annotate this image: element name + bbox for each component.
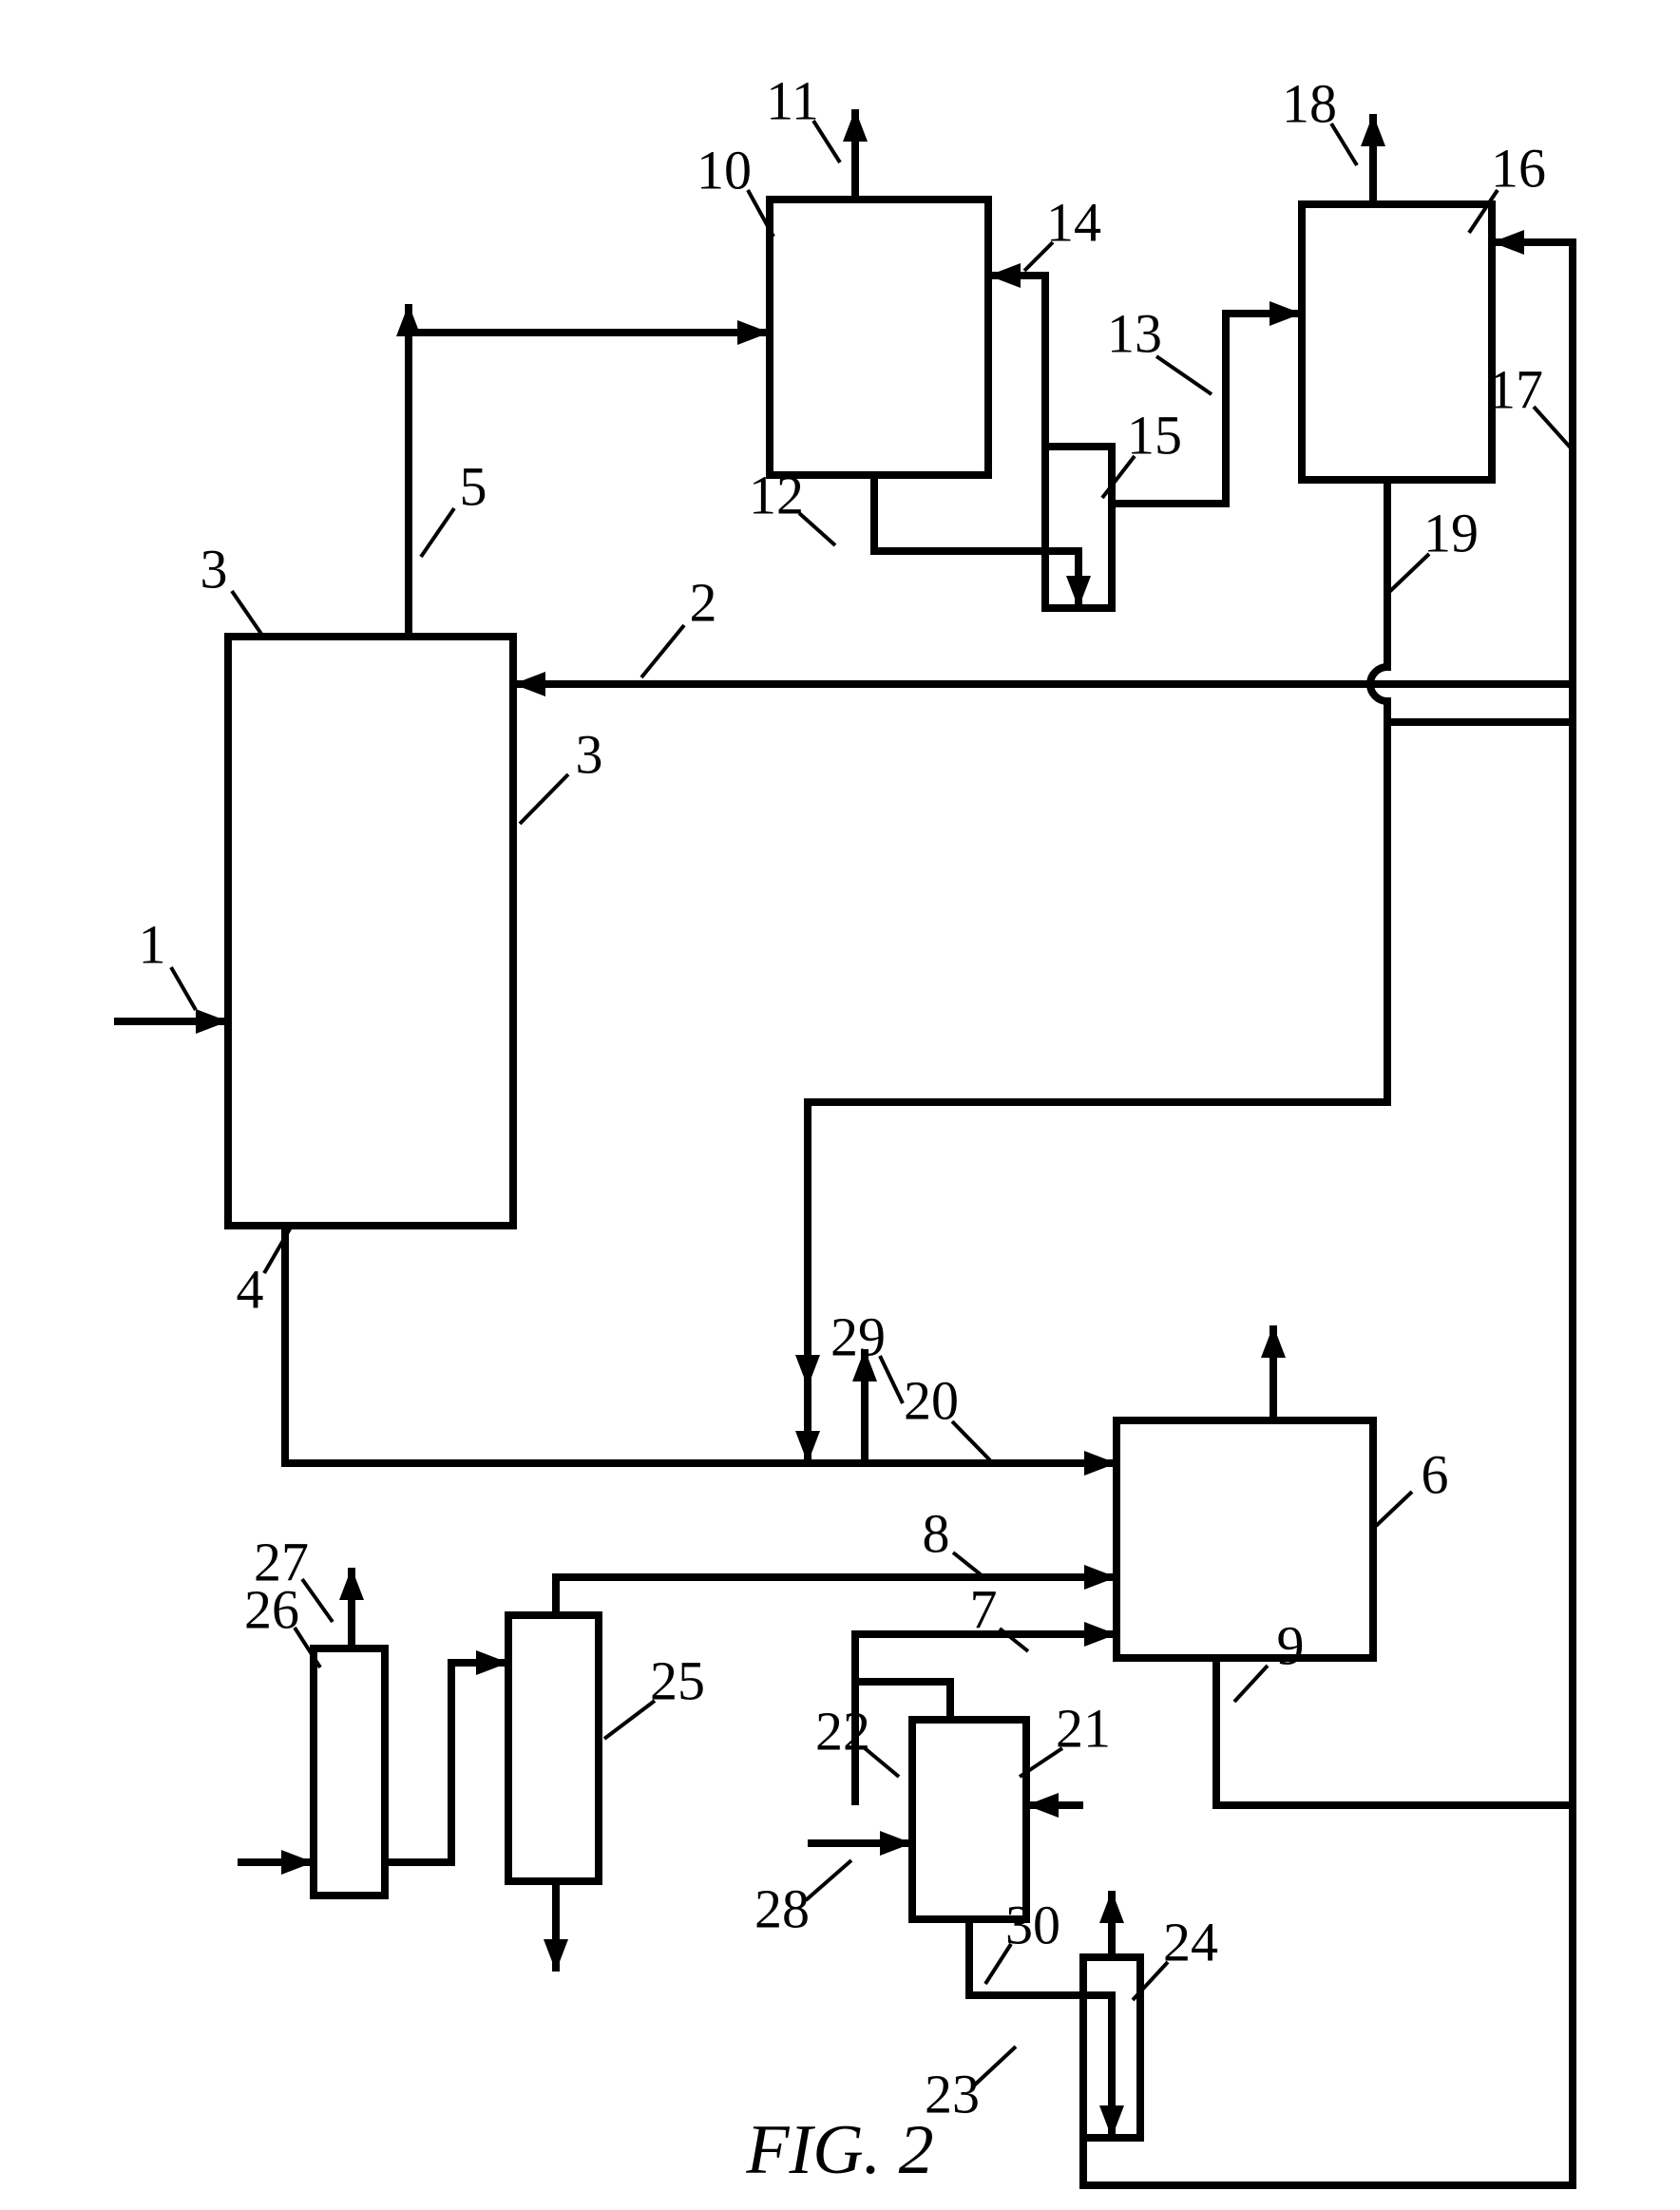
label-6: 6 — [1422, 1443, 1449, 1505]
leader-9 — [1156, 356, 1212, 394]
label-30: 30 — [1005, 1894, 1060, 1955]
block-b26 — [314, 1648, 385, 1896]
label-20: 20 — [904, 1369, 959, 1431]
label-2: 2 — [690, 571, 717, 633]
block-b10 — [770, 200, 988, 475]
flow-a19d — [808, 722, 1387, 1387]
label-13: 13 — [1107, 302, 1162, 364]
label-19: 19 — [1423, 502, 1479, 563]
label-12: 12 — [749, 464, 804, 525]
leader-1 — [641, 625, 684, 677]
block-b6 — [1117, 1420, 1373, 1658]
block-b21 — [912, 1720, 1026, 1919]
leader-8 — [799, 513, 835, 545]
label-3: 3 — [576, 723, 603, 785]
figure-caption: FIG. 2 — [745, 2111, 933, 2189]
label-18: 18 — [1282, 72, 1337, 134]
label-9: 9 — [1277, 1614, 1305, 1676]
label-10: 10 — [697, 139, 752, 200]
label-29: 29 — [830, 1305, 886, 1367]
label-21: 21 — [1056, 1697, 1111, 1759]
label-4: 4 — [237, 1258, 264, 1320]
leader-26 — [806, 1860, 851, 1900]
label-28: 28 — [754, 1877, 810, 1939]
leader-24 — [974, 2047, 1016, 2086]
leader-3 — [520, 774, 568, 824]
leader-28 — [604, 1701, 655, 1739]
leader-19 — [953, 1553, 982, 1575]
flow-a14 — [988, 276, 1045, 485]
flow-a9 — [1216, 722, 1573, 1805]
flow-a2 — [513, 684, 1573, 722]
leader-21 — [1234, 1666, 1268, 1702]
label-16: 16 — [1491, 137, 1546, 199]
flow-a16in — [1492, 242, 1573, 722]
label-25: 25 — [650, 1649, 705, 1711]
label-27: 27 — [254, 1531, 309, 1592]
block-b16 — [1302, 204, 1492, 480]
label-22: 22 — [815, 1700, 870, 1762]
flow-a8 — [556, 1577, 1117, 1615]
flow-a26_25 — [385, 1663, 508, 1862]
block-b25 — [508, 1615, 599, 1881]
leader-0 — [171, 967, 196, 1010]
label-24: 24 — [1163, 1911, 1218, 1972]
label-1: 1 — [139, 913, 166, 975]
label-7: 7 — [970, 1578, 998, 1640]
label-15: 15 — [1127, 404, 1182, 466]
leader-18 — [1376, 1492, 1412, 1526]
label-14: 14 — [1046, 191, 1101, 253]
leader-2 — [232, 591, 265, 639]
leader-5 — [421, 508, 454, 557]
flow-a24_21 — [1083, 1805, 1573, 2185]
label-11: 11 — [766, 69, 819, 131]
label-3: 3 — [200, 538, 228, 600]
flow-a4_20 — [285, 1226, 1117, 1463]
block-b3 — [228, 637, 513, 1226]
label-17: 17 — [1488, 358, 1543, 420]
label-8: 8 — [923, 1502, 950, 1564]
label-5: 5 — [460, 455, 487, 517]
